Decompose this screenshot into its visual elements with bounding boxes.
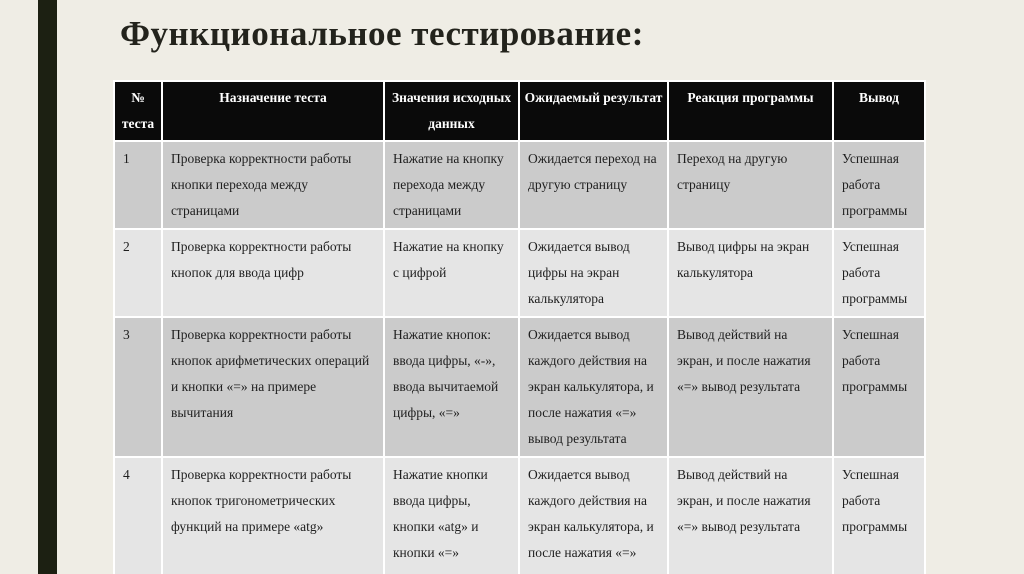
cell-program-reaction: Вывод цифры на экран калькулятора [667, 228, 834, 318]
accent-bar [38, 0, 57, 574]
table-row: 4 Проверка корректности работы кнопок тр… [113, 456, 926, 574]
cell-input-values: Нажатие на кнопку перехода между страниц… [383, 140, 520, 230]
table-header-row: № теста Назначение теста Значения исходн… [113, 80, 926, 142]
cell-program-reaction: Вывод действий на экран, и после нажатия… [667, 456, 834, 574]
col-header-test-purpose: Назначение теста [161, 80, 385, 142]
cell-conclusion: Успешная работа программы [832, 228, 926, 318]
cell-test-purpose: Проверка корректности работы кнопок для … [161, 228, 385, 318]
cell-program-reaction: Переход на другую страницу [667, 140, 834, 230]
cell-expected-result: Ожидается вывод каждого действия на экра… [518, 316, 669, 458]
cell-conclusion: Успешная работа программы [832, 456, 926, 574]
cell-expected-result: Ожидается переход на другую страницу [518, 140, 669, 230]
col-header-test-number: № теста [113, 80, 163, 142]
table-row: 2 Проверка корректности работы кнопок дл… [113, 228, 926, 318]
cell-test-number: 4 [113, 456, 163, 574]
cell-expected-result: Ожидается вывод цифры на экран калькулят… [518, 228, 669, 318]
col-header-conclusion: Вывод [832, 80, 926, 142]
cell-conclusion: Успешная работа программы [832, 316, 926, 458]
col-header-program-reaction: Реакция программы [667, 80, 834, 142]
col-header-expected-result: Ожидаемый результат [518, 80, 669, 142]
cell-program-reaction: Вывод действий на экран, и после нажатия… [667, 316, 834, 458]
functional-testing-table: № теста Назначение теста Значения исходн… [113, 80, 926, 574]
slide-title: Функциональное тестирование: [120, 14, 644, 53]
cell-input-values: Нажатие кнопок: ввода цифры, «-», ввода … [383, 316, 520, 458]
table-row: 1 Проверка корректности работы кнопки пе… [113, 140, 926, 230]
cell-test-purpose: Проверка корректности работы кнопки пере… [161, 140, 385, 230]
cell-test-purpose: Проверка корректности работы кнопок триг… [161, 456, 385, 574]
table-row: 3 Проверка корректности работы кнопок ар… [113, 316, 926, 458]
cell-conclusion: Успешная работа программы [832, 140, 926, 230]
cell-test-purpose: Проверка корректности работы кнопок ариф… [161, 316, 385, 458]
col-header-input-values: Значения исходных данных [383, 80, 520, 142]
cell-test-number: 1 [113, 140, 163, 230]
cell-test-number: 2 [113, 228, 163, 318]
cell-input-values: Нажатие кнопки ввода цифры, кнопки «atg»… [383, 456, 520, 574]
cell-input-values: Нажатие на кнопку с цифрой [383, 228, 520, 318]
cell-expected-result: Ожидается вывод каждого действия на экра… [518, 456, 669, 574]
cell-test-number: 3 [113, 316, 163, 458]
